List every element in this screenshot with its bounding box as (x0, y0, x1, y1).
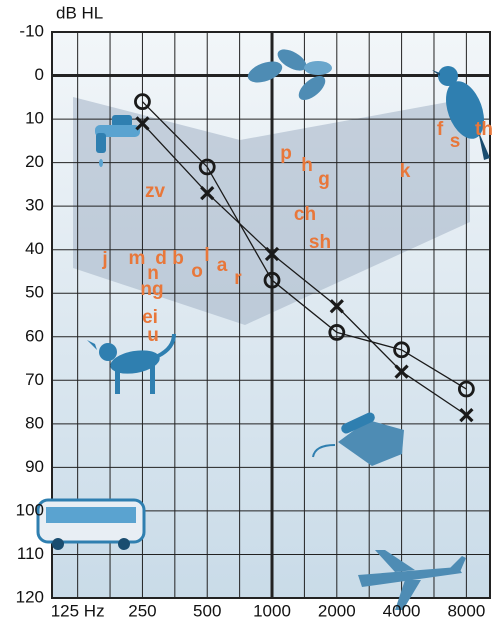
x-marker (135, 116, 150, 131)
speech-sound: d (155, 248, 167, 269)
speech-sound: zv (145, 181, 166, 202)
speech-sound: m (129, 248, 146, 269)
speech-sound: u (147, 325, 159, 346)
speech-sound: n (147, 263, 159, 284)
phone-icon (312, 412, 404, 466)
dog-icon (87, 333, 176, 394)
leaves-icon (247, 49, 332, 100)
y-tick-label: 110 (17, 544, 44, 563)
y-tick-label: 30 (25, 196, 44, 215)
series-line (141, 101, 467, 390)
faucet-icon (95, 115, 140, 167)
speech-sound: ch (294, 204, 316, 225)
speech-sound: ei (142, 307, 158, 328)
x-tick-label: 1000 (253, 601, 291, 620)
o-marker (134, 93, 151, 111)
o-marker (328, 324, 346, 341)
y-tick-label: 40 (25, 239, 44, 258)
o-marker (457, 380, 475, 398)
plane-icon (358, 550, 466, 610)
speech-sound: h (301, 155, 313, 176)
y-tick-label: 80 (25, 413, 44, 432)
speech-sound: s (450, 131, 461, 152)
y-tick-label: 120 (16, 587, 44, 606)
o-marker (198, 158, 216, 176)
x-tick-label: 125 Hz (51, 601, 105, 620)
x-marker (264, 246, 280, 262)
speech-sound: p (280, 143, 292, 164)
x-tick-label: 4000 (383, 601, 421, 620)
y-tick-label: 50 (25, 283, 44, 302)
speech-sound: f (437, 119, 444, 140)
y-tick-label: 10 (25, 109, 44, 128)
x-tick-label: 2000 (318, 601, 356, 620)
y-tick-label: 60 (25, 326, 44, 345)
series-line (141, 122, 467, 416)
x-marker (200, 185, 215, 201)
bus-icon (36, 498, 146, 550)
speech-sound: b (172, 248, 184, 269)
x-marker (459, 408, 474, 423)
y-axis-label: dB HL (56, 3, 103, 22)
speech-sound: j (101, 249, 107, 270)
speech-sound: g (318, 169, 330, 190)
y-tick-label: 100 (16, 500, 44, 519)
speech-sound: r (234, 268, 242, 289)
x-tick-label: 250 (128, 601, 156, 620)
speech-sound: k (400, 161, 411, 182)
y-tick-label: 20 (25, 152, 44, 171)
speech-sound: l (204, 245, 209, 266)
y-tick-label: 90 (25, 457, 44, 476)
x-tick-label: 8000 (447, 601, 485, 620)
y-tick-label: -10 (19, 21, 44, 40)
y-tick-label: 0 (35, 65, 44, 84)
speech-sound: th (475, 119, 493, 140)
speech-sound: o (191, 261, 203, 282)
bird-icon (432, 66, 490, 160)
speech-sound: ng (140, 279, 163, 300)
x-marker (329, 299, 344, 314)
y-tick-label: 70 (25, 370, 44, 389)
speech-sound: a (217, 255, 228, 276)
plot-border (51, 31, 491, 599)
speech-sound: sh (309, 232, 331, 253)
x-marker (394, 364, 409, 379)
o-marker (263, 271, 281, 289)
x-tick-label: 500 (193, 601, 221, 620)
o-marker (393, 341, 410, 359)
